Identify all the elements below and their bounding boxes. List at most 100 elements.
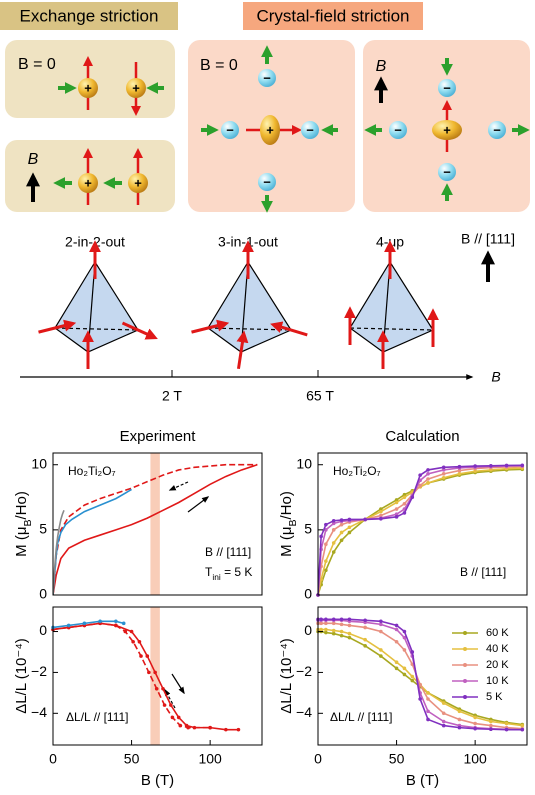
data-point	[324, 630, 328, 635]
data-point	[426, 691, 430, 695]
data-point	[324, 617, 328, 622]
data-point	[473, 726, 477, 731]
highlight-band	[150, 453, 160, 595]
data-point	[441, 719, 446, 724]
cation	[260, 115, 280, 145]
ion-sign: +	[132, 80, 140, 95]
plot-frame	[52, 452, 263, 596]
y-axis-label-part: M (μ	[278, 527, 295, 557]
data-point	[379, 622, 383, 627]
annotation: Tini = 5 K	[205, 565, 252, 582]
annotation: ΔL/L // [111]	[330, 710, 393, 724]
data-point	[457, 472, 462, 476]
data-point	[363, 517, 367, 522]
data-point	[319, 534, 323, 539]
cation	[128, 173, 148, 193]
chart-title: Experiment	[120, 428, 197, 445]
data-point	[339, 633, 344, 638]
data-point	[402, 666, 407, 671]
sweep-arrows	[164, 481, 210, 709]
data-point	[457, 464, 462, 469]
data-point	[176, 715, 181, 720]
data-point	[208, 725, 212, 730]
legend-swatch-dot	[463, 647, 467, 651]
data-point	[153, 670, 157, 675]
data-point	[319, 621, 323, 626]
legend-label: 60 K	[486, 627, 509, 639]
data-point	[347, 525, 352, 530]
anion	[301, 121, 319, 139]
data-point	[224, 727, 228, 732]
data-point	[114, 623, 118, 628]
plot-frame	[317, 606, 528, 746]
anion	[389, 121, 407, 139]
annotation: ΔL/L // [111]	[66, 710, 129, 724]
arrow	[191, 319, 230, 334]
data-point	[441, 701, 446, 705]
panel-label: B	[28, 151, 39, 168]
y-axis-label-part: /Ho)	[13, 491, 30, 519]
y-axis-label: ΔL/L (10⁻⁴)	[13, 638, 30, 714]
data-point	[170, 715, 175, 720]
series-line	[53, 510, 65, 595]
y-tick-label: 0	[39, 586, 47, 602]
data-point	[123, 629, 128, 634]
data-point	[114, 619, 118, 624]
data-point	[131, 639, 135, 644]
data-point	[457, 717, 462, 722]
data-point	[441, 711, 446, 716]
arrow	[121, 321, 158, 340]
data-point	[339, 617, 344, 622]
data-point	[347, 635, 352, 640]
data-point	[121, 621, 126, 626]
y-axis-label-part: B	[287, 520, 299, 527]
axis-label: B	[491, 369, 500, 385]
x-tick-label: 0	[49, 751, 57, 767]
series-line	[53, 488, 132, 595]
data-point	[394, 512, 399, 517]
x-tick-label: 0	[314, 751, 322, 767]
data-point	[331, 617, 336, 622]
ion-sign: +	[84, 175, 92, 190]
data-point	[402, 495, 407, 500]
data-point	[394, 627, 399, 632]
data-point	[504, 727, 509, 732]
cation	[126, 78, 146, 98]
data-point	[394, 498, 399, 502]
data-point	[410, 678, 415, 683]
data-point	[410, 495, 415, 500]
data-point	[426, 477, 430, 481]
data-point	[169, 703, 173, 707]
ion-sign: −	[226, 122, 234, 137]
data-point	[379, 619, 383, 624]
x-tick-label: 50	[124, 751, 140, 767]
ion-sign: −	[306, 122, 314, 137]
data-point	[379, 654, 383, 658]
arrow	[270, 321, 308, 337]
cation	[78, 173, 98, 193]
data-point	[394, 500, 399, 505]
data-point	[441, 468, 446, 472]
data-point	[410, 650, 415, 654]
data-point	[394, 660, 399, 664]
data-point	[402, 502, 407, 506]
ion-sign: −	[394, 122, 402, 137]
data-point	[331, 518, 336, 523]
arrow	[38, 319, 77, 334]
data-point	[504, 721, 509, 726]
ion-sign: +	[84, 80, 92, 95]
data-point	[394, 639, 399, 644]
legend-label: 5 K	[486, 691, 503, 703]
data-point	[82, 621, 87, 626]
chart-title: Calculation	[385, 428, 459, 445]
y-axis-label: M (μB/Ho)	[13, 491, 34, 557]
data-point	[473, 721, 477, 726]
data-point	[426, 468, 430, 472]
data-point	[441, 465, 446, 470]
data-point	[331, 621, 336, 626]
data-point	[489, 727, 493, 732]
highlight-band	[150, 607, 160, 745]
y-axis-label: M (μB/Ho)	[278, 491, 299, 557]
y-tick-label: 10	[31, 455, 47, 471]
